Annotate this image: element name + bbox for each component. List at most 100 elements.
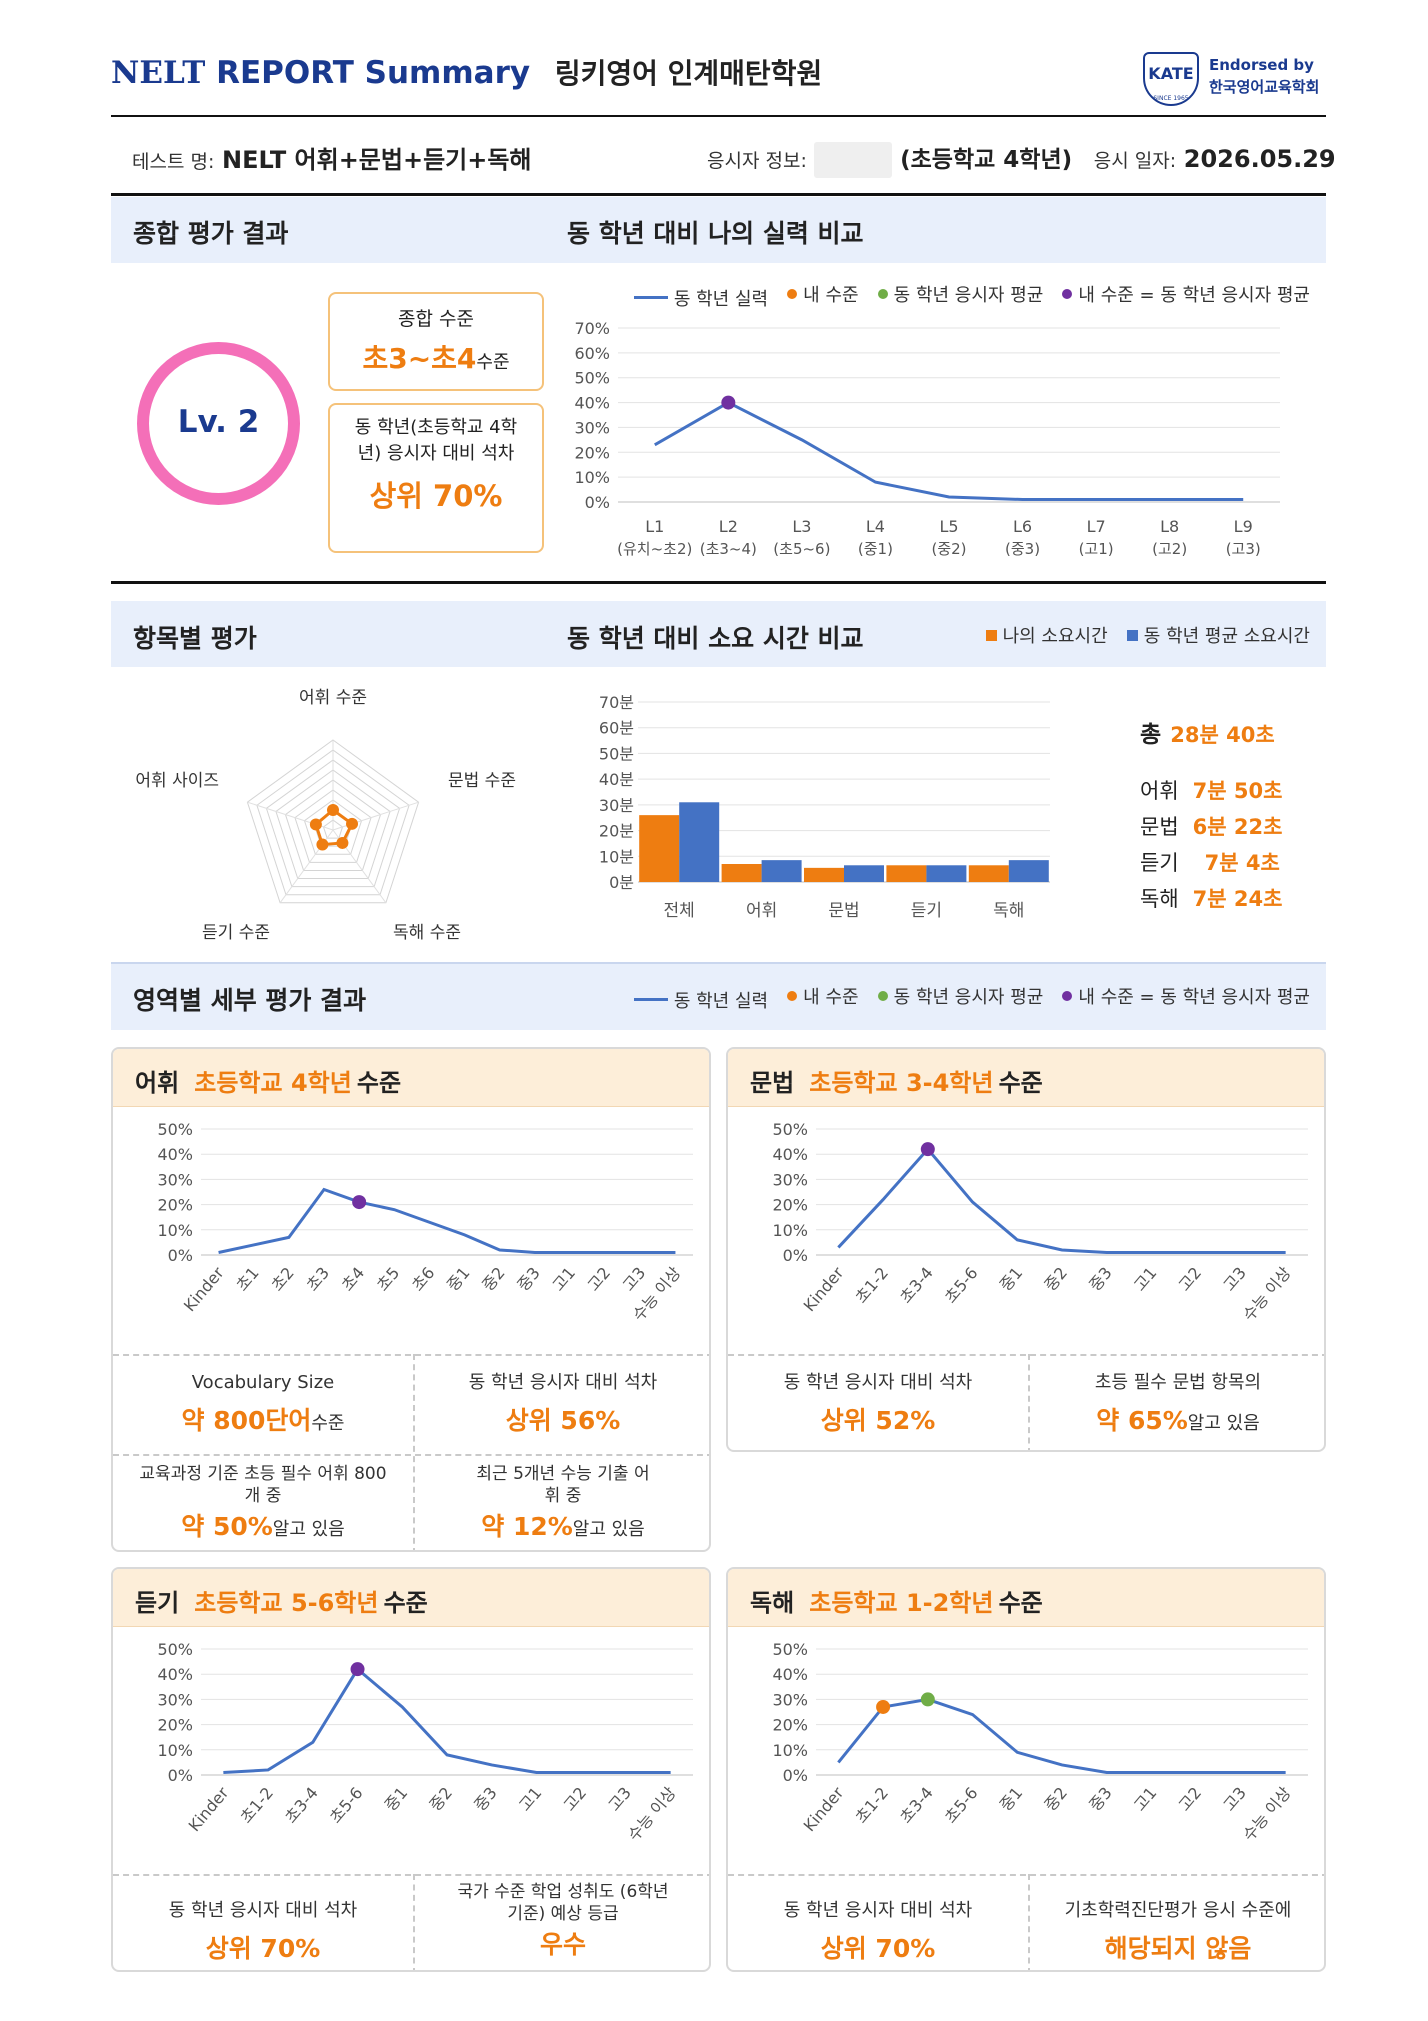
reading-diag-cell: 기초학력진단평가 응시 수준에 해당되지 않음 [1028, 1899, 1324, 1965]
test-date: 2026.05.29 [1183, 145, 1336, 173]
test-date-label: 응시 일자: [1093, 150, 1177, 172]
grammar-core-value-row: 약 65%알고 있음 [1028, 1401, 1324, 1437]
endorser-name: 한국영어교육학회 [1209, 78, 1320, 96]
radar-axis-label: 듣기 수준 [202, 923, 270, 943]
listening-rank-cell: 동 학년 응시자 대비 석차 상위 70% [113, 1899, 413, 1965]
x-tick-label: 초1-2 [851, 1263, 892, 1307]
x-tick-label: 중1 [443, 1263, 474, 1294]
x-tick-label: 수능 이상 [1239, 1263, 1295, 1324]
test-name: NELT 어휘+문법+듣기+독해 [222, 146, 532, 174]
bar [804, 867, 844, 882]
radar-ring [322, 819, 344, 839]
vocab-suffix: 수준 [356, 1069, 402, 1097]
x-tick-label: 고2 [560, 1783, 591, 1814]
y-tick-label: 10분 [599, 847, 634, 866]
x-tick-label: 초5-6 [941, 1263, 982, 1307]
compare-legend: 동 학년 실력 내 수준 동 학년 응시자 평균 내 수준 = 동 학년 응시자… [600, 281, 1310, 311]
time-row-label: 어휘 [1140, 779, 1179, 803]
time-row-value: 6분 22초 [1192, 815, 1283, 839]
radar-data-point [309, 818, 322, 831]
x-tick-label: 초5-6 [326, 1783, 367, 1827]
kate-since: SINCE 1965 [1153, 95, 1189, 102]
x-tick-label: 초5-6 [941, 1783, 982, 1827]
y-tick-label: 50분 [599, 744, 634, 763]
bar [844, 865, 884, 882]
y-tick-label: 10% [157, 1741, 193, 1760]
x-tick-label: 중3 [1085, 1263, 1116, 1294]
reading-chart: 50% 40% 30% 20% 10% 0%Kinder 초1-2 초3-4 초5-6 중1 중2 중… [772, 1640, 1308, 1845]
x-tick-label: 고2 [1175, 1263, 1206, 1294]
report-header: NELT REPORT Summary 링키영어 인계매탄학원 KATE SIN… [111, 52, 1326, 107]
listening-heading: 듣기 초등학교 5-6학년 수준 [135, 1583, 428, 1618]
reading-panel-head: 독해 초등학교 1-2학년 수준 [728, 1569, 1324, 1627]
x-tick-label: 문법 [828, 901, 859, 921]
x-tick-label: 중3 [513, 1263, 544, 1294]
time-row-value: 7분 24초 [1192, 887, 1283, 911]
listening-panel-head: 듣기 초등학교 5-6학년 수준 [113, 1569, 709, 1627]
x-tick-label: 고3 [604, 1783, 635, 1814]
time-row-vocab: 어휘 7분 50초 [1140, 775, 1330, 811]
y-tick-label: 60분 [599, 719, 634, 738]
radar-ring [294, 789, 372, 863]
level-box-value: 초3~초4 [362, 342, 477, 375]
vocab-suneung-value-row: 약 12%알고 있음 [473, 1507, 653, 1543]
vocab-panel: 어휘 초등학교 4학년 수준 50% 40% 30% 20% 10% 0% Kinder 초1… [111, 1047, 711, 1552]
grammar-panel-head: 문법 초등학교 3-4학년 수준 [728, 1049, 1324, 1107]
bar [761, 860, 802, 882]
x-subtick-label: (고1) [1079, 540, 1114, 558]
rank-box-value: 상위 70% [369, 479, 503, 513]
legend-equal-label: 내 수준 = 동 학년 응시자 평균 [1078, 987, 1310, 1008]
time-legend-avg-label: 동 학년 평균 소요시간 [1143, 626, 1310, 647]
x-tick-label: 고1 [515, 1783, 546, 1814]
reading-suffix: 수준 [998, 1589, 1043, 1617]
bar [886, 865, 927, 882]
vocab-core-value: 약 50% [181, 1512, 273, 1541]
legend-avg-item: 동 학년 응시자 평균 [877, 281, 1043, 307]
x-tick-label: 어휘 [746, 901, 777, 921]
radar-ring [275, 769, 391, 880]
x-tick-label: 고2 [1175, 1783, 1206, 1814]
series-line [837, 1146, 1286, 1254]
bar [926, 865, 967, 882]
x-tick-label: 전체 [664, 901, 695, 921]
series-line [223, 1666, 671, 1774]
y-tick-label: 0% [783, 1246, 808, 1265]
level-box-value-row: 초3~초4수준 [330, 337, 542, 377]
series-line [218, 1187, 676, 1254]
marker-point [876, 1699, 891, 1714]
x-tick-label: 초3-4 [281, 1783, 322, 1827]
bar [1008, 860, 1049, 882]
listening-national-label: 국가 수준 학업 성취도 (6학년 기준) 예상 등급 [457, 1882, 669, 1924]
test-info-row: 테스트 명: NELT 어휘+문법+듣기+독해 응시자 정보: (초등학교 4학… [132, 140, 1336, 178]
x-subtick-label: (고3) [1226, 540, 1261, 558]
test-name-label: 테스트 명: [132, 151, 215, 173]
grammar-core-suffix: 알고 있음 [1187, 1413, 1260, 1434]
x-tick-label: L1 [645, 517, 664, 536]
legend-line-label: 동 학년 실력 [673, 990, 769, 1012]
y-tick-label: 50% [157, 1640, 193, 1659]
vocab-divider-v [413, 1354, 415, 1550]
detail-legend-avg: 동 학년 응시자 평균 [877, 983, 1043, 1009]
y-tick-label: 20% [574, 443, 610, 462]
y-tick-label: 40% [574, 394, 610, 413]
y-tick-label: 40% [772, 1665, 808, 1684]
y-tick-label: 30% [157, 1170, 193, 1189]
vocab-heading: 어휘 초등학교 4학년 수준 [135, 1063, 401, 1098]
legend-line-swatch [633, 998, 668, 1001]
time-total-row: 총 28분 40초 [1140, 715, 1330, 749]
x-tick-label: 초4 [338, 1263, 369, 1294]
y-tick-label: 40% [157, 1665, 193, 1684]
x-tick-label: 독해 [993, 901, 1024, 921]
level-ring: Lv. 2 [137, 342, 300, 505]
endorsed-by: Endorsed by 한국영어교육학회 [1209, 54, 1319, 98]
kate-logo: KATE SINCE 1965 [1143, 52, 1199, 106]
overall-band [111, 197, 1326, 263]
grammar-rank-label: 동 학년 응시자 대비 석차 [783, 1372, 973, 1393]
y-tick-label: 10% [772, 1741, 808, 1760]
legend-equal-swatch [1062, 991, 1073, 1001]
x-subtick-label: (중3) [1005, 540, 1040, 558]
x-tick-label: 듣기 [911, 901, 942, 921]
x-tick-label: 초3-4 [896, 1783, 937, 1827]
